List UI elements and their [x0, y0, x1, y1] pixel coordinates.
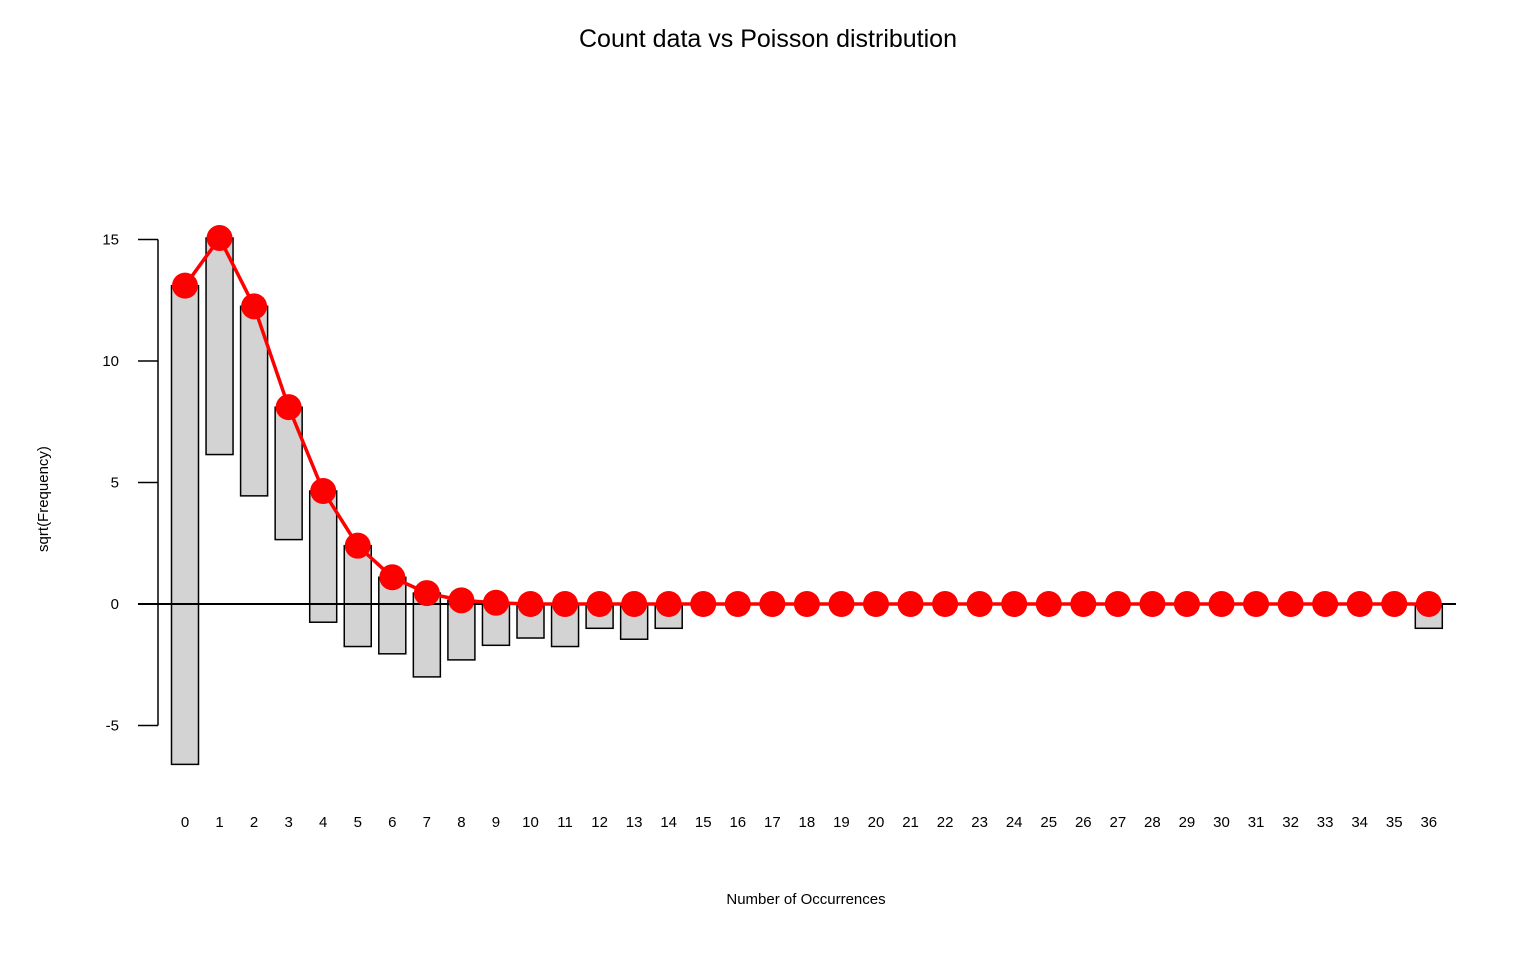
poisson-point [1381, 591, 1408, 617]
poisson-point [344, 532, 371, 559]
x-tick-label: 8 [457, 814, 465, 831]
x-tick-label: 29 [1179, 814, 1196, 831]
x-tick-label: 4 [319, 814, 327, 831]
x-tick-label: 35 [1386, 814, 1403, 831]
x-tick-label: 23 [971, 814, 988, 831]
x-tick-label: 3 [284, 814, 292, 831]
x-tick-label: 19 [833, 814, 850, 831]
x-tick-label: 21 [902, 814, 919, 831]
poisson-point [655, 591, 682, 617]
x-tick-label: 1 [215, 814, 223, 831]
bar-group [170, 237, 1444, 766]
poisson-point [275, 394, 302, 421]
x-tick-label: 25 [1040, 814, 1057, 831]
poisson-point [448, 587, 475, 614]
poisson-point [621, 591, 648, 617]
rootogram-bar [308, 490, 338, 623]
poisson-point [897, 591, 924, 617]
x-tick-label: 30 [1213, 814, 1230, 831]
poisson-point [1277, 591, 1304, 617]
poisson-point [724, 591, 751, 617]
poisson-point [1415, 591, 1442, 617]
x-tick-label: 32 [1282, 814, 1299, 831]
x-tick-label: 11 [557, 814, 573, 831]
y-axis-title: sqrt(Frequency) [35, 446, 52, 552]
x-tick-label: 33 [1317, 814, 1334, 831]
poisson-point [586, 591, 613, 617]
y-axis: -5 0 5 10 15 [102, 232, 159, 735]
x-tick-label: 16 [729, 814, 746, 831]
poisson-point [1208, 591, 1235, 617]
poisson-point [690, 591, 717, 617]
y-tick-label: 10 [102, 353, 119, 370]
x-tick-label: 5 [354, 814, 362, 831]
y-tick-label: -5 [106, 718, 119, 735]
poisson-point [1243, 591, 1270, 617]
poisson-point [793, 591, 820, 617]
poisson-point [1312, 591, 1339, 617]
x-tick-label: 17 [764, 814, 781, 831]
poisson-point [1139, 591, 1166, 617]
poisson-point [552, 591, 579, 617]
x-tick-label: 20 [868, 814, 885, 831]
poisson-point-group [172, 225, 1442, 617]
x-tick-label: 12 [591, 814, 608, 831]
y-tick-label: 5 [111, 475, 119, 492]
x-tick-label: 15 [695, 814, 712, 831]
x-tick-labels: 0 1 2 3 4 5 6 7 8 9 10 11 12 13 14 15 16 17 18 19 20 21 22 23 24… [181, 814, 1437, 831]
x-tick-label: 24 [1006, 814, 1023, 831]
poisson-point [1001, 591, 1028, 617]
x-tick-label: 7 [423, 814, 431, 831]
poisson-point [932, 591, 959, 617]
rootogram-bar [205, 237, 234, 456]
poisson-point [1173, 591, 1200, 617]
x-tick-label: 36 [1420, 814, 1437, 831]
rootogram-bar [170, 284, 200, 766]
chart-title: Count data vs Poisson distribution [579, 25, 957, 53]
poisson-point [759, 591, 786, 617]
poisson-point [863, 591, 889, 617]
rootogram-bar [343, 544, 372, 648]
poisson-point [172, 272, 198, 299]
x-tick-label: 2 [250, 814, 258, 831]
x-tick-label: 28 [1144, 814, 1161, 831]
poisson-point [1070, 591, 1097, 617]
x-tick-label: 0 [181, 814, 189, 831]
poisson-point [828, 591, 855, 617]
x-tick-label: 22 [937, 814, 954, 831]
poisson-point [310, 478, 337, 505]
x-tick-label: 31 [1248, 814, 1265, 831]
x-tick-label: 18 [799, 814, 816, 831]
poisson-point [241, 293, 268, 320]
poisson-point [1035, 591, 1062, 617]
x-axis-title: Number of Occurrences [726, 891, 885, 908]
poisson-point [482, 589, 509, 616]
poisson-point [413, 580, 440, 607]
y-tick-label: 15 [102, 232, 119, 249]
x-tick-label: 6 [388, 814, 396, 831]
poisson-point [966, 591, 993, 617]
x-tick-label: 9 [492, 814, 500, 831]
poisson-point [379, 564, 406, 591]
y-tick-label: 0 [111, 596, 119, 613]
poisson-point [1346, 591, 1373, 617]
x-tick-label: 13 [626, 814, 643, 831]
poisson-point [1104, 591, 1131, 617]
x-tick-label: 34 [1351, 814, 1368, 831]
x-tick-label: 14 [660, 814, 677, 831]
poisson-point [206, 225, 233, 252]
x-tick-label: 26 [1075, 814, 1092, 831]
poisson-point [517, 591, 544, 617]
x-tick-label: 27 [1110, 814, 1127, 831]
x-tick-label: 10 [522, 814, 539, 831]
